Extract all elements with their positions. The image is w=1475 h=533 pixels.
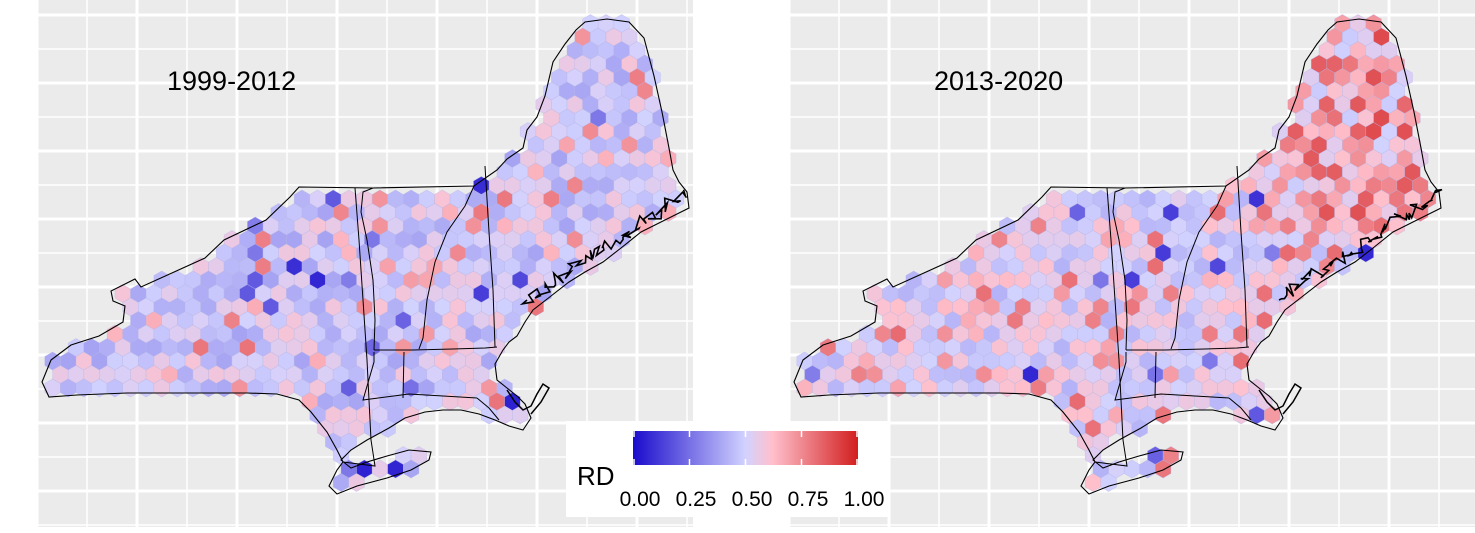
state-border (360, 187, 376, 351)
region-outline (41, 18, 690, 495)
map-canvas (789, 0, 1475, 527)
maine-coastline (519, 189, 688, 306)
panel-label: 2013-2020 (934, 66, 1064, 96)
state-border (418, 185, 475, 350)
state-border (1154, 351, 1157, 399)
legend-color-bar (633, 431, 858, 465)
legend-tick-label: 1.00 (843, 488, 885, 511)
hex-cell (636, 216, 653, 236)
hex-cell (1100, 473, 1117, 492)
hex-cell (403, 459, 420, 479)
state-border (1228, 397, 1252, 421)
region-outline (793, 18, 1442, 495)
hex-cell (1155, 405, 1172, 425)
color-legend: RD 0.00 0.25 0.50 0.75 1.00 (566, 421, 889, 517)
cape-cod-coast (506, 382, 550, 415)
hexbin-cells (44, 14, 685, 492)
hex-cell (1155, 459, 1172, 479)
cape-cod-coast (1258, 382, 1302, 415)
maine-coastline (1278, 188, 1443, 301)
state-border (342, 187, 376, 467)
state-border (402, 351, 405, 399)
state-border (362, 352, 478, 401)
state-border (484, 165, 496, 348)
state-border (476, 397, 500, 421)
hexbin-cells (796, 14, 1437, 492)
state-border (1126, 346, 1250, 351)
state-border (1094, 187, 1128, 467)
legend-tick-label: 0.75 (787, 488, 829, 511)
map-panel-1999-2012: 1999-2012 (37, 0, 693, 527)
state-border (1170, 185, 1227, 350)
state-border (1236, 165, 1248, 348)
hex-cell (403, 405, 420, 425)
state-border (374, 346, 498, 351)
legend-tick-label: 0.00 (619, 488, 661, 511)
legend-tick-label: 0.50 (731, 488, 773, 511)
panel-label: 1999-2012 (167, 66, 297, 96)
legend-title: RD (577, 461, 615, 491)
legend-tick-label: 0.25 (675, 488, 717, 511)
map-canvas (37, 0, 693, 527)
state-border (1112, 187, 1128, 351)
state-border (1114, 352, 1230, 401)
hex-cell (348, 473, 365, 492)
map-panel-2013-2020: 2013-2020 (789, 0, 1475, 527)
